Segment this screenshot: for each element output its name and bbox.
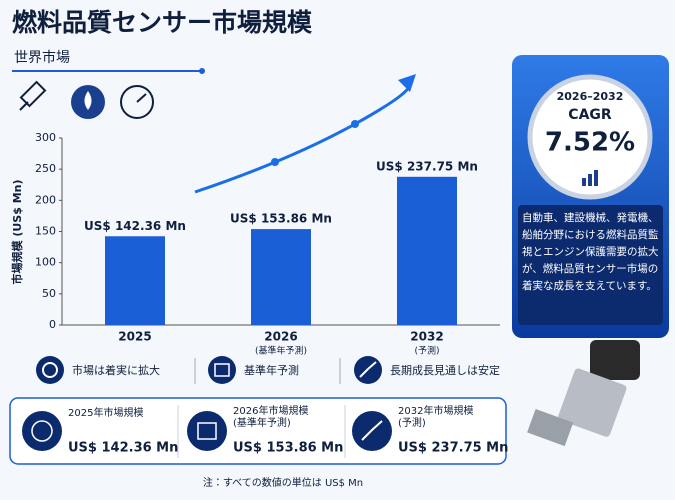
y-tick-label: 150: [35, 225, 56, 238]
bar: [251, 229, 311, 325]
trend-arrow: [194, 80, 412, 194]
card-icons: [22, 405, 392, 458]
description: 自動車、建設機械、発電機、船舶分野における燃料品質監視とエンジン保護需要の拡大が…: [522, 212, 659, 292]
cagr-value: 7.52%: [545, 128, 635, 158]
x-tick-label: 2026: [264, 330, 297, 344]
card-value: US$ 142.36 Mn: [68, 441, 178, 456]
y-tick-label: 100: [35, 256, 56, 269]
feature: 市場は着実に拡大: [72, 363, 160, 377]
y-tick-label: 250: [35, 162, 56, 175]
arrow-head: [398, 74, 416, 92]
bar: [397, 176, 457, 325]
value-label: US$ 237.75 Mn: [376, 159, 478, 173]
dot: [199, 68, 205, 74]
card-value: US$ 237.75 Mn: [398, 441, 508, 456]
card-label: 2032年市場規模(予測): [398, 404, 473, 429]
footnote: 注：すべての数値の単位は US$ Mn: [203, 476, 363, 489]
card-label: 2026年市場規模(基準年予測): [233, 404, 308, 429]
cagr-label: CAGR: [568, 107, 612, 123]
value-label: US$ 142.36 Mn: [84, 219, 186, 233]
y-axis-label: 市場規模 (US$ Mn): [10, 180, 24, 285]
icons: [19, 80, 154, 119]
arrow-dot: [351, 120, 359, 128]
y-tick-label: 200: [35, 193, 56, 206]
bar: [105, 236, 165, 325]
title: 燃料品質センサー市場規模: [12, 8, 313, 37]
desc-box: [518, 205, 663, 325]
feature: 長期成長見通しは安定: [390, 364, 500, 377]
value-label: US$ 153.86 Mn: [230, 212, 332, 226]
x-tick-label: 2032: [410, 330, 443, 344]
x-tick-note: (予測): [414, 345, 439, 357]
y-tick-label: 0: [49, 318, 56, 331]
cagr-icon: [582, 170, 598, 186]
card-label: 2025年市場規模: [68, 406, 143, 419]
cagr-period: 2026–2032: [557, 90, 624, 103]
card-value: US$ 153.86 Mn: [233, 441, 343, 456]
x-tick-label: 2025: [118, 330, 151, 344]
sensor-image: [527, 340, 640, 447]
x-tick-note: (基準年予測): [255, 345, 307, 357]
feature: 基準年予測: [244, 363, 299, 377]
subtitle: 世界市場: [14, 50, 70, 66]
feature-icons: [36, 356, 382, 384]
cagr-circle: [527, 74, 653, 200]
y-tick-label: 300: [35, 131, 56, 144]
y-tick-label: 50: [42, 287, 56, 300]
arrow-dot: [271, 158, 279, 166]
